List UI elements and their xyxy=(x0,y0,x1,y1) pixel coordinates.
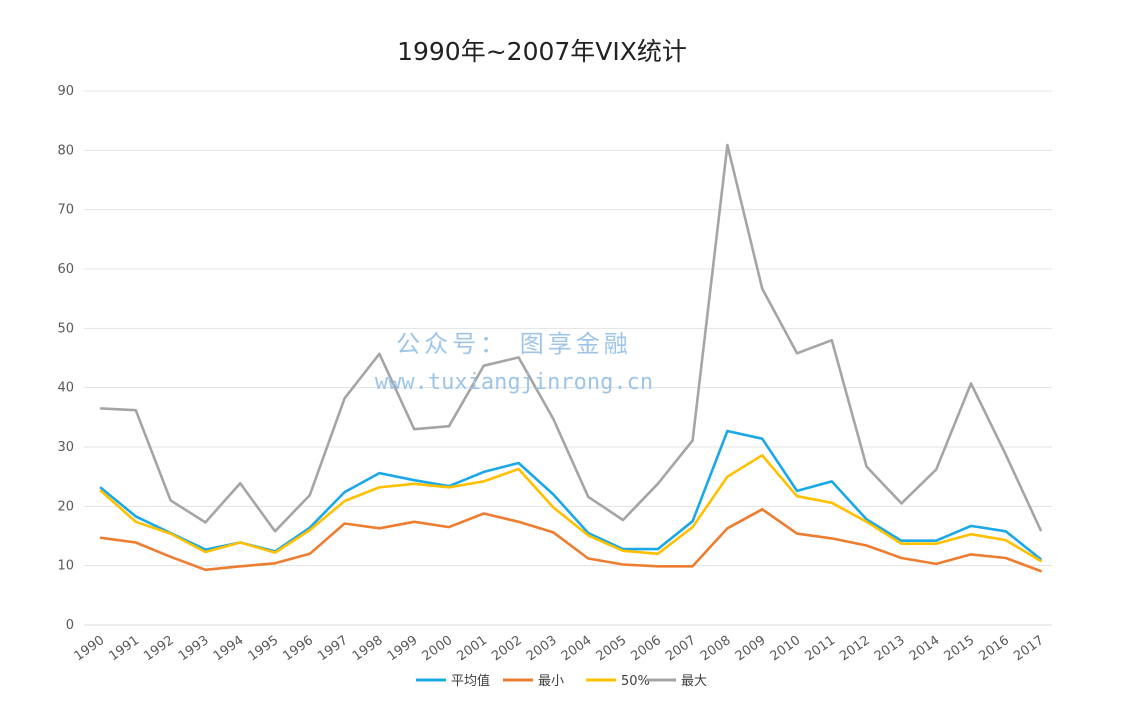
x-tick-label: 2000 xyxy=(420,633,456,664)
watermark-line1: 公众号： 图享金融 xyxy=(396,330,632,358)
y-tick-label: 20 xyxy=(57,499,74,514)
x-tick-label: 2001 xyxy=(454,633,490,664)
x-tick-label: 2004 xyxy=(559,633,595,664)
series-line-0 xyxy=(99,429,1042,561)
series-line-3 xyxy=(99,143,1042,533)
x-tick-label: 1999 xyxy=(385,633,421,664)
x-tick-label: 2014 xyxy=(907,633,943,664)
x-tick-label: 1994 xyxy=(211,633,247,664)
x-tick-label: 2008 xyxy=(698,633,734,664)
x-tick-label: 2016 xyxy=(976,633,1012,664)
x-tick-label: 1996 xyxy=(280,633,316,664)
x-tick-label: 2015 xyxy=(942,633,978,664)
legend: 平均值 最小 50% 最大 xyxy=(416,673,707,689)
y-tick-label: 40 xyxy=(57,381,74,396)
x-tick-label: 2010 xyxy=(768,633,804,664)
legend-label-3: 最大 xyxy=(681,674,707,689)
y-axis: 0 10 20 30 40 50 60 70 80 90 xyxy=(57,84,74,633)
legend-label-0: 平均值 xyxy=(451,673,490,689)
y-tick-label: 0 xyxy=(66,618,74,633)
series-lines xyxy=(99,143,1042,573)
y-tick-label: 30 xyxy=(57,440,74,455)
y-tick-label: 70 xyxy=(57,203,74,218)
x-tick-label: 2005 xyxy=(594,633,630,664)
x-tick-label: 2011 xyxy=(802,633,838,664)
y-tick-label: 80 xyxy=(57,143,74,158)
series-line-2 xyxy=(99,453,1042,563)
series-line-1 xyxy=(99,507,1042,573)
y-tick-label: 50 xyxy=(57,321,74,336)
x-tick-label: 1997 xyxy=(315,633,351,664)
y-tick-label: 10 xyxy=(57,559,74,574)
x-tick-label: 1990 xyxy=(72,633,108,664)
x-tick-label: 1998 xyxy=(350,633,386,664)
x-tick-label: 2002 xyxy=(489,633,525,664)
chart-title: 1990年~2007年VIX统计 xyxy=(397,37,687,66)
x-tick-label: 2012 xyxy=(837,633,873,664)
x-tick-label: 2006 xyxy=(628,633,664,664)
y-tick-label: 90 xyxy=(57,84,74,99)
x-axis: 1990 1991 1992 1993 1994 1995 1996 1997 1998 1999… xyxy=(72,633,1047,664)
watermark-line2: www.tuxiangjinrong.cn xyxy=(375,370,653,395)
x-tick-label: 2017 xyxy=(1011,633,1047,664)
legend-label-1: 最小 xyxy=(538,674,564,689)
x-tick-label: 2007 xyxy=(663,633,699,664)
x-tick-label: 1993 xyxy=(176,633,212,664)
x-tick-label: 2013 xyxy=(872,633,908,664)
watermark: 公众号： 图享金融 www.tuxiangjinrong.cn xyxy=(375,330,653,395)
x-tick-label: 1995 xyxy=(246,633,282,664)
x-tick-label: 2009 xyxy=(733,633,769,664)
x-tick-label: 1992 xyxy=(141,633,177,664)
x-tick-label: 2003 xyxy=(524,633,560,664)
legend-label-2: 50% xyxy=(621,674,650,689)
x-tick-label: 1991 xyxy=(106,633,142,664)
y-tick-label: 60 xyxy=(57,262,74,277)
